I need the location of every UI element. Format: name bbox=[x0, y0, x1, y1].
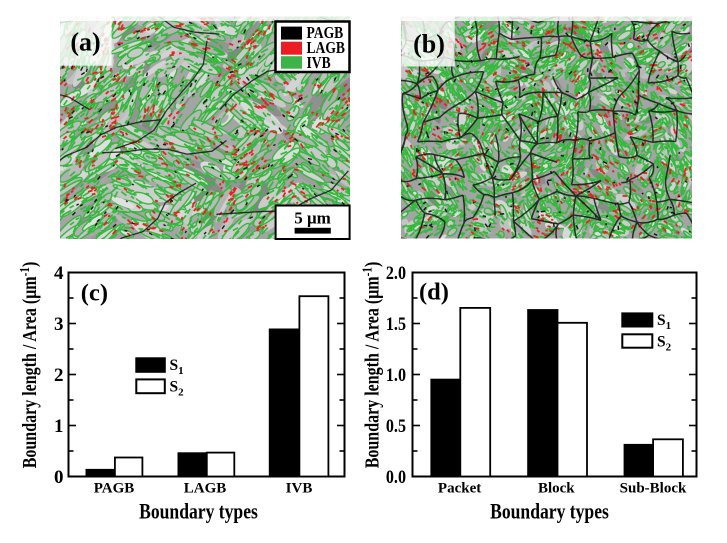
svg-text:Packet: Packet bbox=[438, 481, 481, 497]
svg-text:(d): (d) bbox=[419, 279, 449, 306]
svg-text:Boundary length / Area (μm-1): Boundary length / Area (μm-1) bbox=[359, 262, 384, 469]
svg-text:3: 3 bbox=[54, 314, 64, 335]
svg-text:(a): (a) bbox=[70, 28, 100, 57]
svg-text:PAGB: PAGB bbox=[94, 481, 135, 497]
svg-text:Boundary length / Area (μm-1): Boundary length / Area (μm-1) bbox=[17, 262, 42, 469]
svg-text:Block: Block bbox=[538, 481, 575, 497]
svg-text:2.0: 2.0 bbox=[386, 263, 406, 283]
svg-text:0.5: 0.5 bbox=[386, 416, 406, 436]
svg-text:1: 1 bbox=[54, 416, 64, 437]
svg-text:2: 2 bbox=[54, 365, 64, 386]
svg-text:Sub-Block: Sub-Block bbox=[620, 481, 687, 497]
svg-text:Boundary types: Boundary types bbox=[139, 500, 258, 524]
svg-text:0.0: 0.0 bbox=[386, 467, 406, 487]
svg-text:4: 4 bbox=[54, 263, 64, 284]
svg-text:(b): (b) bbox=[413, 30, 445, 59]
svg-text:LAGB: LAGB bbox=[307, 39, 345, 58]
svg-text:0: 0 bbox=[54, 467, 64, 488]
svg-text:(c): (c) bbox=[81, 280, 108, 307]
svg-text:1.5: 1.5 bbox=[386, 314, 406, 334]
svg-text:1.0: 1.0 bbox=[386, 365, 406, 385]
svg-text:Boundary types: Boundary types bbox=[490, 500, 609, 524]
svg-text:LAGB: LAGB bbox=[184, 481, 227, 497]
svg-text:IVB: IVB bbox=[307, 53, 331, 72]
svg-text:5 μm: 5 μm bbox=[294, 209, 331, 228]
svg-text:IVB: IVB bbox=[286, 481, 313, 497]
svg-text:PAGB: PAGB bbox=[307, 24, 344, 43]
